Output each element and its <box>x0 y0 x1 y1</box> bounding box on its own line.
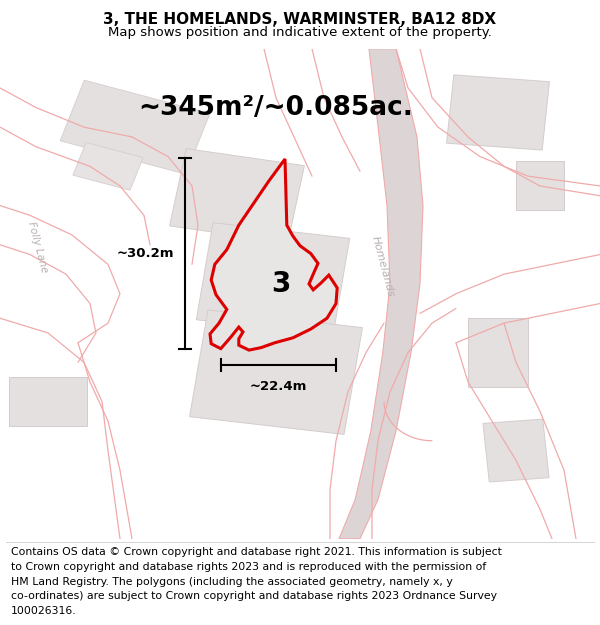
Text: HM Land Registry. The polygons (including the associated geometry, namely x, y: HM Land Registry. The polygons (includin… <box>11 577 452 587</box>
Text: 100026316.: 100026316. <box>11 606 76 616</box>
Text: 3: 3 <box>271 270 290 298</box>
Polygon shape <box>190 310 362 434</box>
Polygon shape <box>483 419 549 482</box>
Text: Homelands: Homelands <box>370 235 396 298</box>
Polygon shape <box>516 161 564 211</box>
Polygon shape <box>446 75 550 150</box>
Text: ~345m²/~0.085ac.: ~345m²/~0.085ac. <box>139 94 413 121</box>
Polygon shape <box>9 377 87 426</box>
Text: Contains OS data © Crown copyright and database right 2021. This information is : Contains OS data © Crown copyright and d… <box>11 548 502 558</box>
Text: Map shows position and indicative extent of the property.: Map shows position and indicative extent… <box>108 26 492 39</box>
Text: ~22.4m: ~22.4m <box>250 379 307 392</box>
Polygon shape <box>196 222 350 336</box>
Text: 3, THE HOMELANDS, WARMINSTER, BA12 8DX: 3, THE HOMELANDS, WARMINSTER, BA12 8DX <box>103 12 497 27</box>
Text: co-ordinates) are subject to Crown copyright and database rights 2023 Ordnance S: co-ordinates) are subject to Crown copyr… <box>11 591 497 601</box>
Text: Folly Lane: Folly Lane <box>26 221 49 274</box>
Polygon shape <box>339 49 423 539</box>
Text: to Crown copyright and database rights 2023 and is reproduced with the permissio: to Crown copyright and database rights 2… <box>11 562 486 572</box>
Polygon shape <box>170 149 304 243</box>
Polygon shape <box>210 159 337 350</box>
Polygon shape <box>468 318 528 387</box>
Text: ~30.2m: ~30.2m <box>116 247 174 259</box>
Polygon shape <box>60 80 210 174</box>
Polygon shape <box>73 142 143 190</box>
